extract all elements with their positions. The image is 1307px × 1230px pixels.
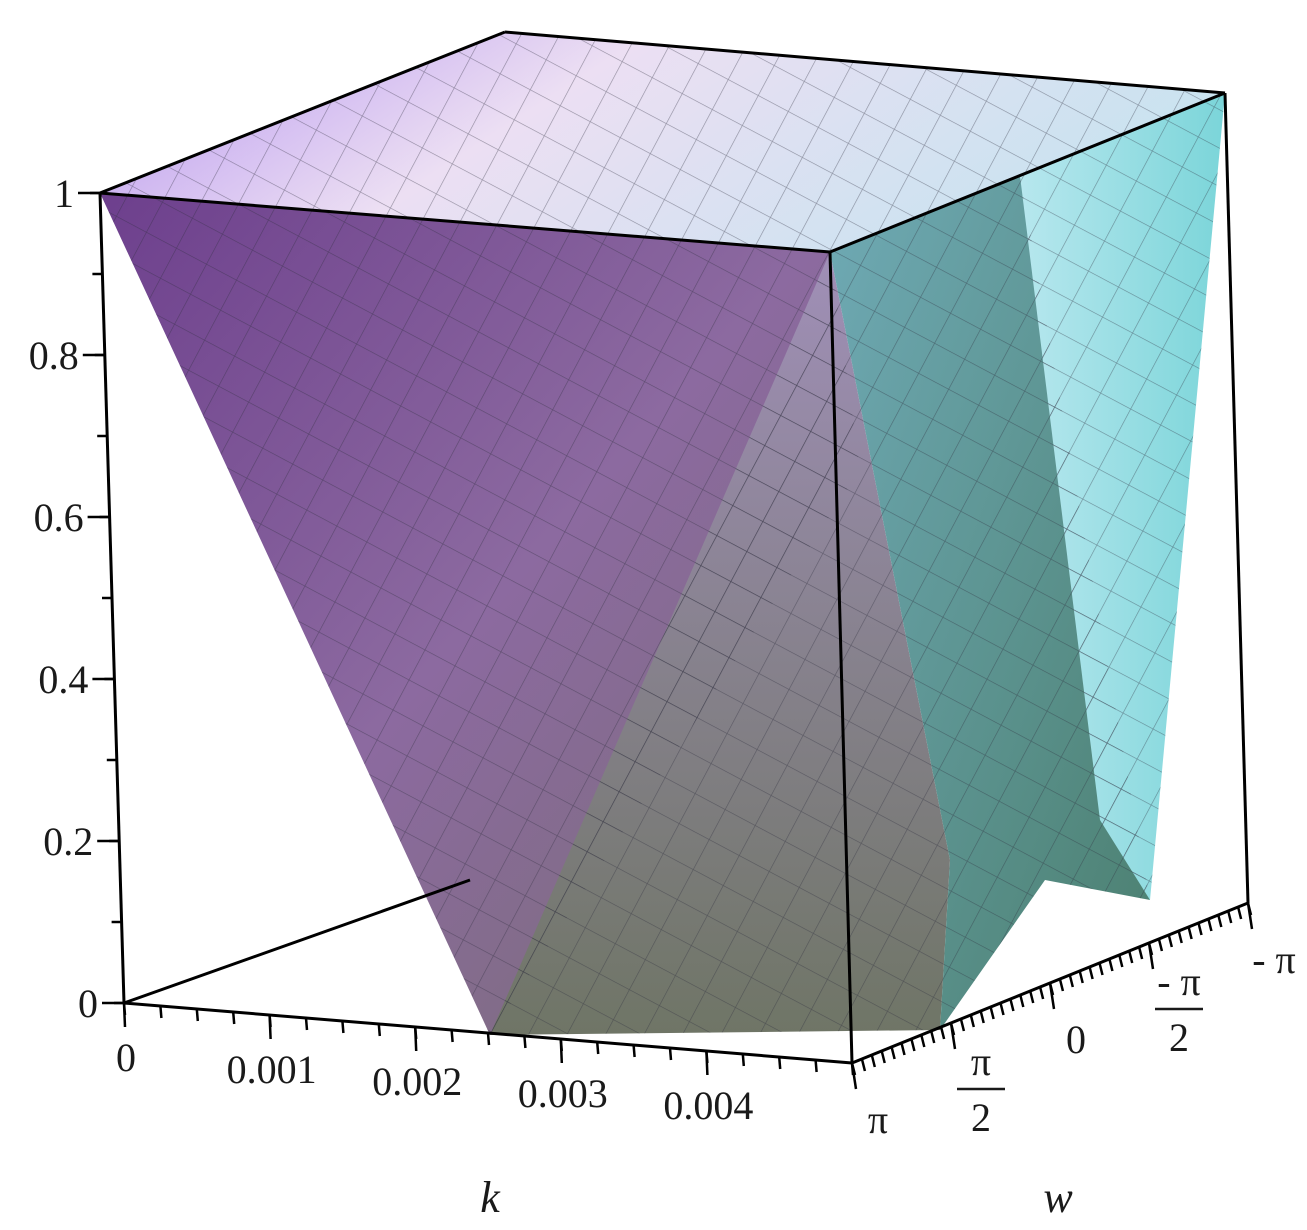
x-minor-tick [377, 1023, 382, 1037]
y-minor-tick [999, 1002, 1005, 1016]
x-tick-label: 0.001 [227, 1047, 317, 1092]
y-minor-tick [890, 1046, 896, 1060]
axis-labels: 0 0.2 0.4 0.6 0.8 1 0 0.001 0.002 0.003 0.004 k π π 2 0… [29, 171, 1296, 1222]
y-minor-tick [1127, 950, 1134, 964]
x-minor-tick [741, 1053, 746, 1067]
z-tick-label: 0.8 [29, 333, 79, 378]
y-minor-tick [1197, 922, 1203, 936]
y-minor-tick [1137, 946, 1144, 960]
x-major-tick [413, 1026, 418, 1052]
y-minor-tick [969, 1014, 976, 1028]
x-minor-tick [231, 1011, 236, 1025]
y-minor-tick [959, 1018, 966, 1032]
y-minor-tick [1236, 906, 1243, 920]
x-minor-tick [159, 1005, 163, 1019]
y-tick-label: π [868, 1097, 888, 1142]
surface-mesh [100, 32, 1225, 1035]
y-minor-tick [939, 1026, 946, 1040]
y-minor-tick [1167, 934, 1174, 948]
y-minor-tick [1009, 998, 1015, 1012]
x-minor-tick [486, 1032, 491, 1046]
y-minor-tick [1078, 970, 1084, 984]
x-minor-tick [595, 1041, 600, 1055]
x-minor-tick [304, 1017, 309, 1031]
y-minor-tick [1028, 990, 1035, 1004]
y-tick-label: 0 [1066, 1017, 1086, 1062]
y-minor-tick [880, 1050, 886, 1064]
y-minor-tick [920, 1034, 926, 1048]
y-minor-tick [1207, 918, 1213, 932]
x-minor-tick [668, 1047, 673, 1061]
z-tick-label: 0.4 [38, 657, 88, 702]
y-minor-tick [1098, 962, 1104, 976]
y-minor-tick [1187, 926, 1193, 940]
y-minor-tick [979, 1010, 985, 1024]
y-minor-tick [1177, 930, 1183, 944]
y-minor-tick [860, 1058, 867, 1072]
x-tick-label: 0.003 [518, 1071, 608, 1116]
x-minor-tick [632, 1044, 636, 1058]
x-axis-title: k [480, 1173, 501, 1222]
y-tick-numerator: - π [1157, 959, 1201, 1004]
x-minor-tick [341, 1020, 345, 1034]
x-minor-tick [195, 1008, 200, 1022]
x-minor-tick [523, 1035, 527, 1049]
y-tick-denominator: 2 [971, 1095, 991, 1140]
x-tick-label: 0.002 [372, 1059, 462, 1104]
x-tick-label: 0.004 [663, 1083, 753, 1128]
y-minor-tick [1068, 974, 1075, 988]
x-tick-label: 0 [116, 1035, 136, 1080]
y-minor-tick [1226, 910, 1233, 924]
y-major-tick [949, 1022, 957, 1050]
y-tick-label: - π [1252, 937, 1296, 982]
z-tick-label: 0.6 [34, 495, 84, 540]
y-minor-tick [1157, 938, 1164, 952]
y-minor-tick [989, 1006, 995, 1020]
z-tick-label: 1 [54, 171, 74, 216]
y-minor-tick [1038, 986, 1045, 1000]
y-major-tick [850, 1062, 858, 1090]
z-tick-label: 0.2 [43, 819, 93, 864]
x-major-tick [122, 1002, 127, 1028]
y-minor-tick [1217, 914, 1223, 928]
y-minor-tick [1058, 978, 1065, 992]
y-minor-tick [870, 1054, 877, 1068]
x-minor-tick [814, 1059, 818, 1073]
y-minor-tick [1088, 966, 1094, 980]
y-minor-tick [900, 1042, 906, 1056]
y-axis-title: w [1043, 1173, 1073, 1222]
y-minor-tick [929, 1030, 936, 1044]
y-major-tick [1246, 902, 1254, 930]
y-tick-numerator: π [971, 1039, 991, 1084]
x-major-tick [268, 1014, 272, 1040]
x-major-tick [705, 1050, 709, 1076]
y-major-tick [1147, 942, 1155, 970]
y-minor-tick [910, 1038, 916, 1052]
x-minor-tick [450, 1029, 454, 1043]
x-major-tick [559, 1038, 564, 1064]
z-tick-label: 0 [78, 981, 98, 1026]
y-tick-denominator: 2 [1169, 1015, 1189, 1060]
y-minor-tick [1019, 994, 1025, 1008]
y-minor-tick [1108, 958, 1114, 972]
x-minor-tick [777, 1056, 782, 1070]
y-major-tick [1048, 982, 1056, 1010]
axis-ticks [78, 191, 1254, 1090]
y-minor-tick [1118, 954, 1124, 968]
